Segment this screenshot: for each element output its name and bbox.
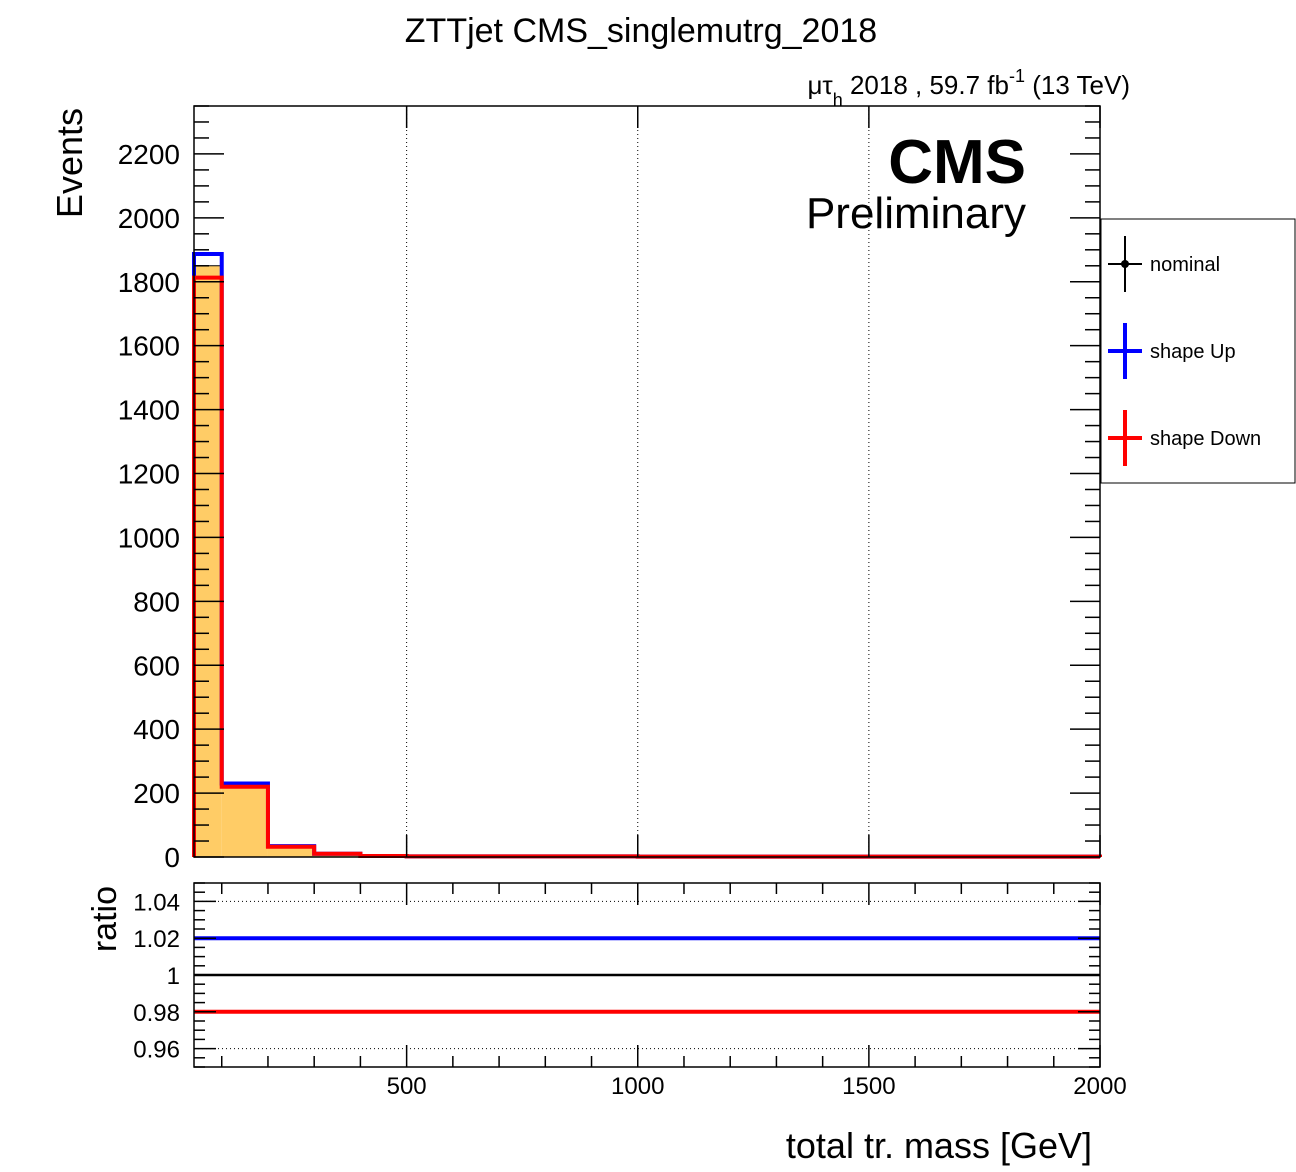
- legend-label: nominal: [1150, 254, 1220, 276]
- legend-marker: [1121, 260, 1129, 268]
- legend-item: nominal: [1108, 236, 1220, 292]
- y-tick-label: 600: [133, 650, 180, 681]
- y-tick-label: 200: [133, 778, 180, 809]
- chart-title: ZTTjet CMS_singlemutrg_2018: [405, 12, 877, 50]
- y-axis-label: Events: [49, 108, 90, 218]
- y-tick-label: 1000: [118, 522, 180, 553]
- x-tick-label: 500: [387, 1073, 427, 1100]
- legend-label: shape Up: [1150, 341, 1236, 363]
- ratio-y-tick-label: 1.04: [133, 889, 180, 916]
- y-tick-label: 800: [133, 586, 180, 617]
- nominal-bar: [221, 785, 268, 857]
- legend-item: shape Down: [1108, 410, 1261, 466]
- legend: nominal shape Up shape Down: [1100, 218, 1296, 484]
- x-tick-label: 1500: [842, 1073, 895, 1100]
- y-tick-label: 2000: [118, 203, 180, 234]
- nominal-bar: [194, 265, 222, 857]
- y-tick-label: 1400: [118, 395, 180, 426]
- shape-down-step-line: [192, 275, 1102, 859]
- y-tick-label: 1200: [118, 459, 180, 490]
- nominal-step-line: [193, 265, 1101, 858]
- ratio-y-tick-label: 0.98: [133, 1000, 180, 1027]
- legend-item: shape Up: [1108, 323, 1236, 379]
- y-tick-label: 1800: [118, 267, 180, 298]
- shape-up-step-line: [192, 251, 1102, 859]
- nominal-bar: [267, 846, 315, 857]
- y-tick-label: 1600: [118, 331, 180, 362]
- lumi-label: μτh 2018 , 59.7 fb-1 (13 TeV): [807, 66, 1130, 110]
- ratio-y-tick-label: 0.96: [133, 1037, 180, 1064]
- main-plot: 0 200 400 600 800 1000 1200 1400 1600 1800 2000 220…: [49, 105, 1102, 873]
- y-tick-label: 2200: [118, 139, 180, 170]
- y-tick-label: 400: [133, 714, 180, 745]
- ratio-axis-label: ratio: [86, 886, 124, 952]
- main-plot-frame: [193, 105, 1101, 858]
- x-tick-label: 2000: [1073, 1073, 1126, 1100]
- x-axis-label: total tr. mass [GeV]: [786, 1125, 1092, 1166]
- cms-label: CMS: [888, 128, 1026, 197]
- ratio-y-tick-label: 1.02: [133, 926, 180, 953]
- ratio-y-tick-label: 1: [167, 963, 180, 990]
- legend-label: shape Down: [1150, 428, 1261, 450]
- cms-preliminary-label: Preliminary: [806, 189, 1026, 238]
- x-tick-label: 1000: [611, 1073, 664, 1100]
- y-tick-label: 0: [164, 842, 180, 873]
